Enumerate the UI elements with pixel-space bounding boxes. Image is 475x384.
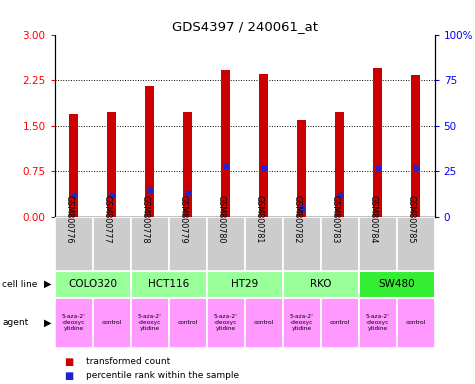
- Bar: [259, 74, 268, 217]
- Bar: [93, 217, 131, 271]
- Text: 5-aza-2'
-deoxyc
ytidine: 5-aza-2' -deoxyc ytidine: [62, 314, 86, 331]
- Bar: [183, 113, 192, 217]
- Bar: [373, 68, 382, 217]
- Bar: [245, 298, 283, 348]
- Bar: [283, 271, 359, 298]
- Bar: [207, 271, 283, 298]
- Text: control: control: [254, 320, 274, 325]
- Bar: [397, 298, 435, 348]
- Bar: [321, 298, 359, 348]
- Text: GSM800782: GSM800782: [293, 195, 302, 244]
- Bar: [335, 113, 344, 217]
- Text: GSM800776: GSM800776: [65, 195, 74, 244]
- Text: transformed count: transformed count: [86, 357, 170, 366]
- Bar: [145, 86, 154, 217]
- Text: control: control: [102, 320, 122, 325]
- Bar: [207, 217, 245, 271]
- Bar: [321, 217, 359, 271]
- Bar: [297, 120, 306, 217]
- Title: GDS4397 / 240061_at: GDS4397 / 240061_at: [171, 20, 318, 33]
- Text: 5-aza-2'
-deoxyc
ytidine: 5-aza-2' -deoxyc ytidine: [214, 314, 238, 331]
- Bar: [359, 298, 397, 348]
- Bar: [359, 271, 435, 298]
- Bar: [69, 114, 78, 217]
- Text: COLO320: COLO320: [68, 279, 117, 289]
- Bar: [55, 298, 93, 348]
- Text: agent: agent: [2, 318, 28, 327]
- Text: ▶: ▶: [44, 279, 52, 289]
- Text: ▶: ▶: [44, 318, 52, 328]
- Bar: [221, 70, 230, 217]
- Text: control: control: [178, 320, 198, 325]
- Text: SW480: SW480: [378, 279, 415, 289]
- Text: GSM800781: GSM800781: [255, 195, 264, 244]
- Text: GSM800779: GSM800779: [179, 195, 188, 244]
- Bar: [397, 217, 435, 271]
- Text: GSM800783: GSM800783: [331, 195, 340, 244]
- Bar: [283, 217, 321, 271]
- Text: 5-aza-2'
-deoxyc
ytidine: 5-aza-2' -deoxyc ytidine: [138, 314, 162, 331]
- Text: ■: ■: [64, 371, 73, 381]
- Bar: [55, 217, 93, 271]
- Text: RKO: RKO: [310, 279, 332, 289]
- Text: HCT116: HCT116: [148, 279, 189, 289]
- Text: GSM800778: GSM800778: [141, 195, 150, 244]
- Bar: [55, 271, 131, 298]
- Text: GSM800784: GSM800784: [369, 195, 378, 244]
- Text: GSM800777: GSM800777: [103, 195, 112, 244]
- Bar: [93, 298, 131, 348]
- Text: 5-aza-2'
-deoxyc
ytidine: 5-aza-2' -deoxyc ytidine: [290, 314, 314, 331]
- Bar: [359, 217, 397, 271]
- Bar: [283, 298, 321, 348]
- Bar: [207, 298, 245, 348]
- Bar: [131, 271, 207, 298]
- Text: cell line: cell line: [2, 280, 38, 289]
- Text: ■: ■: [64, 357, 73, 367]
- Bar: [169, 298, 207, 348]
- Text: control: control: [406, 320, 426, 325]
- Bar: [411, 75, 420, 217]
- Text: 5-aza-2'
-deoxyc
ytidine: 5-aza-2' -deoxyc ytidine: [366, 314, 389, 331]
- Bar: [131, 217, 169, 271]
- Bar: [169, 217, 207, 271]
- Text: GSM800780: GSM800780: [217, 195, 226, 244]
- Bar: [107, 113, 116, 217]
- Bar: [245, 217, 283, 271]
- Text: control: control: [330, 320, 350, 325]
- Text: percentile rank within the sample: percentile rank within the sample: [86, 371, 238, 380]
- Text: HT29: HT29: [231, 279, 258, 289]
- Bar: [131, 298, 169, 348]
- Text: GSM800785: GSM800785: [407, 195, 416, 244]
